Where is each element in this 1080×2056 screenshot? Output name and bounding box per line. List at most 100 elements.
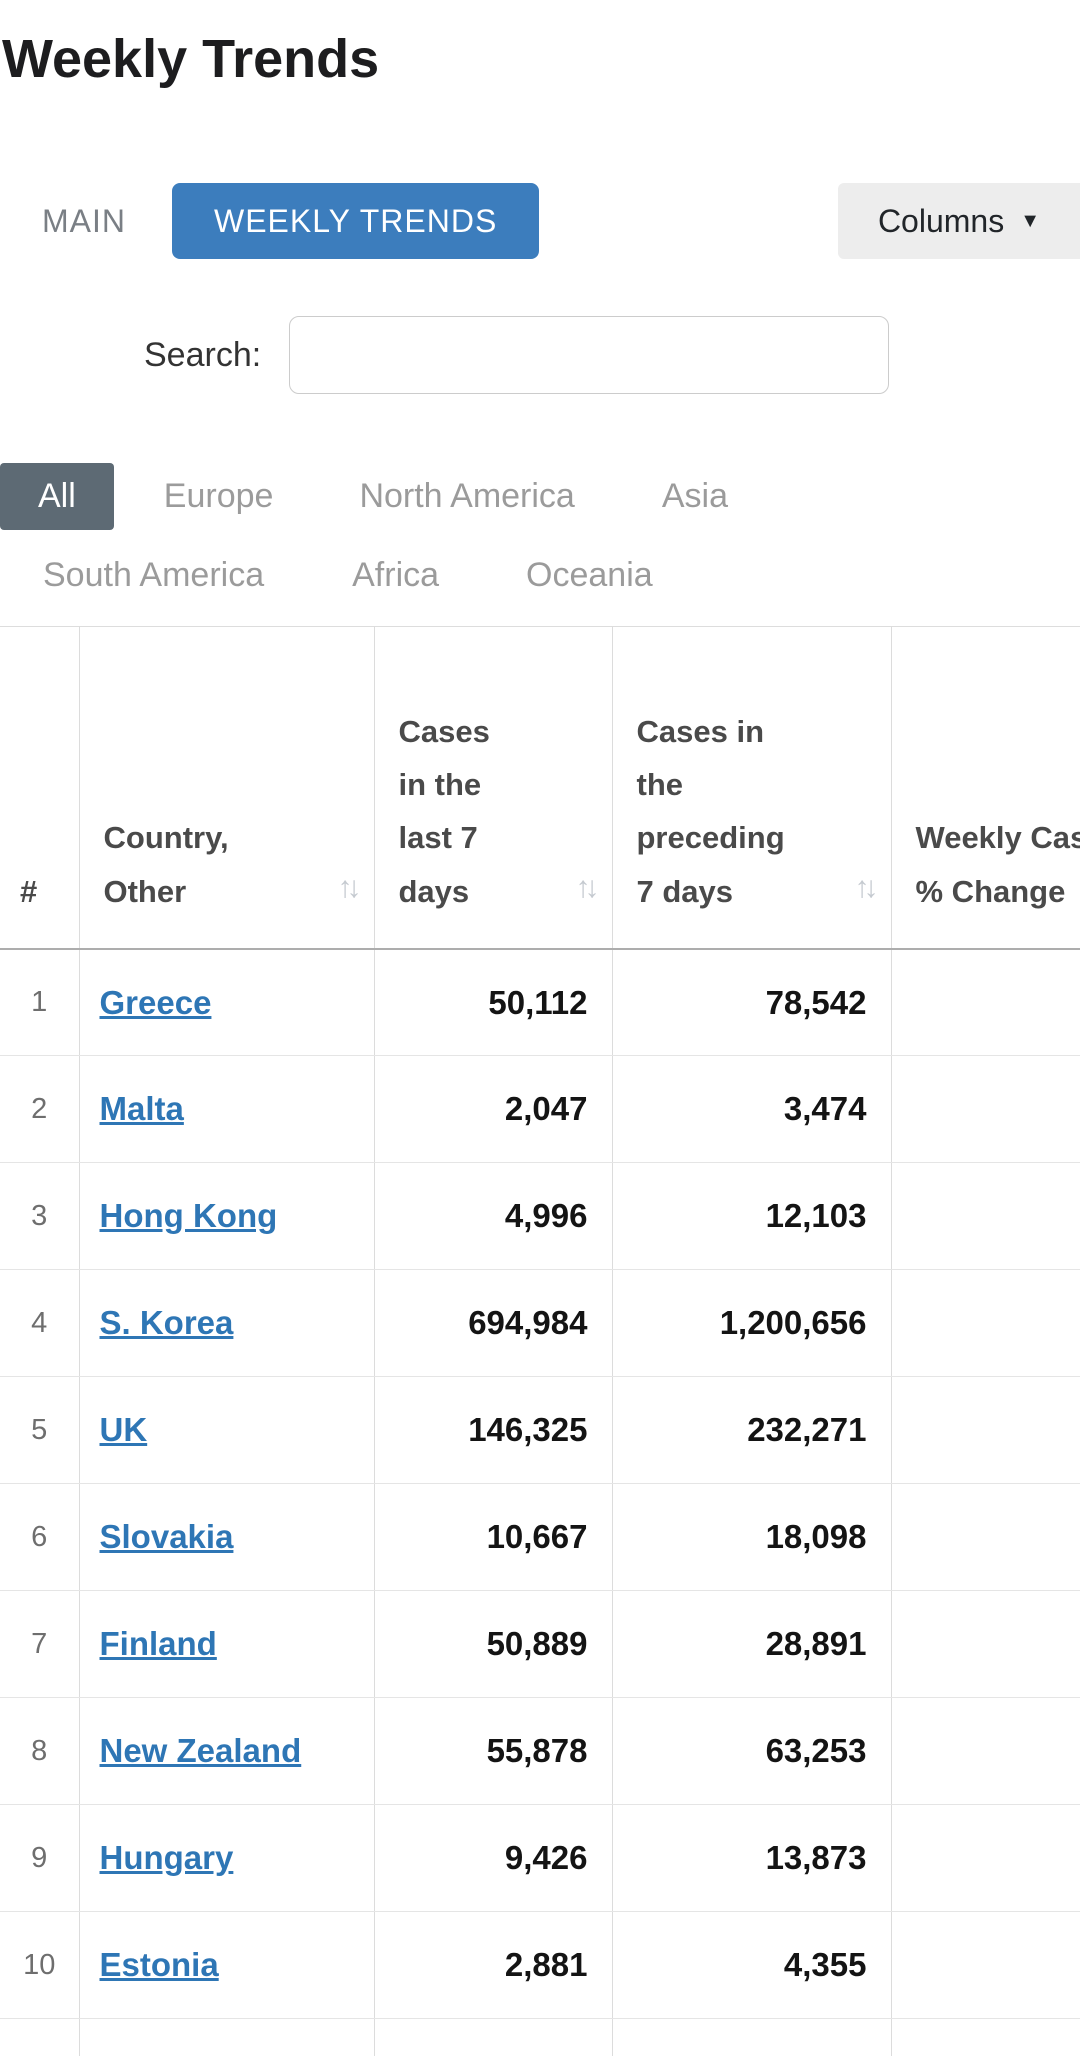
header-cases-preceding-7-days[interactable]: Cases in the preceding 7 days ↑↓	[611, 626, 892, 950]
toolbar: MAIN WEEKLY TRENDS Columns ▼	[0, 183, 1080, 260]
country-link[interactable]: UK	[99, 1411, 148, 1449]
region-tab-oceania[interactable]: Oceania	[526, 556, 653, 595]
region-tab-africa[interactable]: Africa	[352, 556, 440, 595]
region-tab-asia[interactable]: Asia	[661, 477, 728, 516]
country-link[interactable]: Finland	[99, 1625, 217, 1663]
row-rank: 10	[0, 1911, 80, 2020]
cases-last-7-days-value: 146,325	[373, 1376, 613, 1485]
header-cases-prev-label: Cases in the preceding 7 days	[636, 713, 785, 909]
search-input[interactable]	[289, 316, 890, 395]
header-change-label: Weekly Case% Change	[915, 820, 1080, 909]
weekly-change-value	[890, 948, 1080, 1057]
row-country-cell: Finland	[78, 1590, 375, 1699]
columns-button-label: Columns	[877, 202, 1005, 239]
row-rank: 1	[0, 948, 80, 1057]
cases-preceding-7-days-value: 28,891	[611, 1590, 892, 1699]
cases-last-7-days-value: 2,047	[373, 1055, 613, 1164]
country-link[interactable]: Hong Kong	[99, 1197, 278, 1235]
search-row: Search:	[0, 316, 1080, 395]
row-rank: 4	[0, 1269, 80, 1378]
cases-preceding-7-days-value: 3,474	[611, 1055, 892, 1164]
header-cases-last-7-days[interactable]: Cases in the last 7 days ↑↓	[373, 626, 613, 950]
table-body: 1 Greece 50,112 78,542 2 Malta 2,047 3,474 3 Hong…	[0, 948, 1080, 2056]
cases-last-7-days-value: 9,426	[373, 1804, 613, 1913]
weekly-change-value	[890, 1162, 1080, 1271]
search-label: Search:	[144, 335, 262, 374]
row-rank: 9	[0, 1804, 80, 1913]
table-row-partial	[0, 2018, 1080, 2056]
region-row-1: All Europe North America Asia	[0, 463, 1080, 531]
empty-cell	[0, 2018, 80, 2056]
country-link[interactable]: Greece	[99, 983, 212, 1021]
row-country-cell: New Zealand	[78, 1697, 375, 1806]
weekly-change-value	[890, 1269, 1080, 1378]
sort-icon: ↑↓	[337, 871, 362, 905]
cases-preceding-7-days-value: 1,200,656	[611, 1269, 892, 1378]
weekly-change-value	[890, 1911, 1080, 2020]
cases-preceding-7-days-value: 63,253	[611, 1697, 892, 1806]
weekly-trends-table-wrap: # Country, Other ↑↓ Cases in the last 7 days…	[0, 626, 1080, 2056]
weekly-change-value	[890, 1697, 1080, 1806]
weekly-change-value	[890, 1483, 1080, 1592]
cases-preceding-7-days-value: 232,271	[611, 1376, 892, 1485]
row-country-cell: Hong Kong	[78, 1162, 375, 1271]
region-row-2: South America Africa Oceania	[0, 556, 1080, 595]
region-tab-north-america[interactable]: North America	[359, 477, 575, 516]
row-country-cell: Slovakia	[78, 1483, 375, 1592]
row-rank: 5	[0, 1376, 80, 1485]
cases-preceding-7-days-value: 78,542	[611, 948, 892, 1057]
row-rank: 7	[0, 1590, 80, 1699]
cases-last-7-days-value: 55,878	[373, 1697, 613, 1806]
cases-last-7-days-value: 50,112	[373, 948, 613, 1057]
sort-icon: ↑↓	[854, 871, 879, 905]
row-rank: 3	[0, 1162, 80, 1271]
empty-cell	[373, 2018, 613, 2056]
cases-last-7-days-value: 694,984	[373, 1269, 613, 1378]
region-tab-all[interactable]: All	[0, 463, 114, 531]
table-header-row: # Country, Other ↑↓ Cases in the last 7 days…	[0, 626, 1080, 950]
table-row: 2 Malta 2,047 3,474	[0, 1055, 1080, 1164]
columns-button[interactable]: Columns ▼	[837, 183, 1080, 260]
region-tab-europe[interactable]: Europe	[163, 477, 274, 516]
header-country-other[interactable]: Country, Other ↑↓	[78, 626, 375, 950]
cases-preceding-7-days-value: 4,355	[611, 1911, 892, 2020]
cases-last-7-days-value: 4,996	[373, 1162, 613, 1271]
country-link[interactable]: Estonia	[99, 1946, 219, 1984]
country-link[interactable]: Malta	[99, 1090, 184, 1128]
sort-icon: ↑↓	[575, 871, 600, 905]
region-tab-south-america[interactable]: South America	[43, 556, 265, 595]
header-rank-label: #	[20, 873, 38, 909]
cases-preceding-7-days-value: 18,098	[611, 1483, 892, 1592]
table-row: 9 Hungary 9,426 13,873	[0, 1804, 1080, 1913]
header-rank: #	[0, 626, 80, 950]
table-row: 3 Hong Kong 4,996 12,103	[0, 1162, 1080, 1271]
caret-down-icon: ▼	[1020, 210, 1040, 233]
tab-main[interactable]: MAIN	[42, 202, 126, 239]
weekly-change-value	[890, 1590, 1080, 1699]
table-row: 5 UK 146,325 232,271	[0, 1376, 1080, 1485]
header-cases-last-label: Cases in the last 7 days	[398, 713, 490, 909]
table-row: 10 Estonia 2,881 4,355	[0, 1911, 1080, 2020]
cases-preceding-7-days-value: 12,103	[611, 1162, 892, 1271]
country-link[interactable]: S. Korea	[99, 1304, 234, 1342]
cases-last-7-days-value: 50,889	[373, 1590, 613, 1699]
table-row: 4 S. Korea 694,984 1,200,656	[0, 1269, 1080, 1378]
empty-cell	[611, 2018, 892, 2056]
weekly-change-value	[890, 1055, 1080, 1164]
tab-weekly-trends[interactable]: WEEKLY TRENDS	[172, 183, 540, 260]
row-rank: 2	[0, 1055, 80, 1164]
page-title: Weekly Trends	[2, 29, 380, 89]
country-link[interactable]: Hungary	[99, 1839, 234, 1877]
table-row: 8 New Zealand 55,878 63,253	[0, 1697, 1080, 1806]
header-weekly-case-change[interactable]: Weekly Case% Change	[890, 626, 1080, 950]
row-country-cell: Greece	[78, 948, 375, 1057]
header-country-label: Country, Other	[103, 820, 229, 909]
country-link[interactable]: Slovakia	[99, 1518, 234, 1556]
row-country-cell: Estonia	[78, 1911, 375, 2020]
cases-last-7-days-value: 2,881	[373, 1911, 613, 2020]
country-link[interactable]: New Zealand	[99, 1732, 302, 1770]
row-rank: 8	[0, 1697, 80, 1806]
region-filter-tabs: All Europe North America Asia South Amer…	[0, 463, 1080, 595]
weekly-change-value	[890, 1804, 1080, 1913]
